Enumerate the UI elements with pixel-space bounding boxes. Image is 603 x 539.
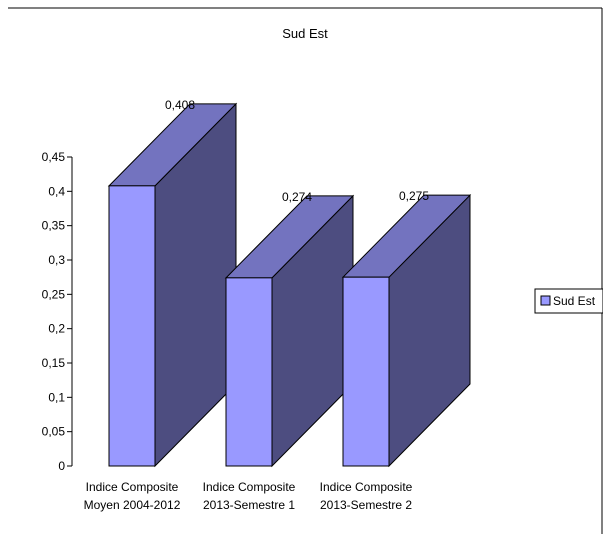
y-tick-label: 0,15 xyxy=(42,356,66,370)
bar xyxy=(342,276,390,467)
y-tick-label: 0,4 xyxy=(48,184,65,198)
y-tick-label: 0,05 xyxy=(42,425,66,439)
labels-group: 0,408 0,274 0,275 Indice Composite Moyen 200… xyxy=(84,98,430,512)
y-tick-label: 0,35 xyxy=(42,219,66,233)
legend-label: Sud Est xyxy=(553,294,596,308)
y-tick-label: 0,45 xyxy=(42,150,66,164)
x-tick-label: Indice Composite xyxy=(203,480,296,494)
bars-group xyxy=(107,102,472,468)
legend: Sud Est xyxy=(534,288,603,314)
bar xyxy=(225,277,273,467)
y-tick-label: 0 xyxy=(58,459,65,473)
y-tick-label: 0,1 xyxy=(48,390,65,404)
y-tick-label: 0,2 xyxy=(48,322,65,336)
y-axis-group: 0 0,05 0,1 0,15 0,2 0,25 0,3 0,35 0,4 0,45 xyxy=(42,150,73,473)
x-tick-label: 2013-Semestre 1 xyxy=(203,498,295,512)
y-tick-label: 0,25 xyxy=(42,287,66,301)
x-tick-label: Indice Composite xyxy=(320,480,413,494)
x-tick-label: Indice Composite xyxy=(86,480,179,494)
data-label: 0,408 xyxy=(165,98,195,112)
legend-frame xyxy=(534,288,603,314)
chart-title: Sud Est xyxy=(282,26,328,41)
x-tick-label: Moyen 2004-2012 xyxy=(84,498,181,512)
bar xyxy=(108,185,156,467)
data-label: 0,275 xyxy=(399,189,429,203)
y-tick-label: 0,3 xyxy=(48,253,65,267)
legend-swatch xyxy=(540,295,551,306)
x-tick-label: 2013-Semestre 2 xyxy=(320,498,412,512)
data-label: 0,274 xyxy=(282,190,312,204)
